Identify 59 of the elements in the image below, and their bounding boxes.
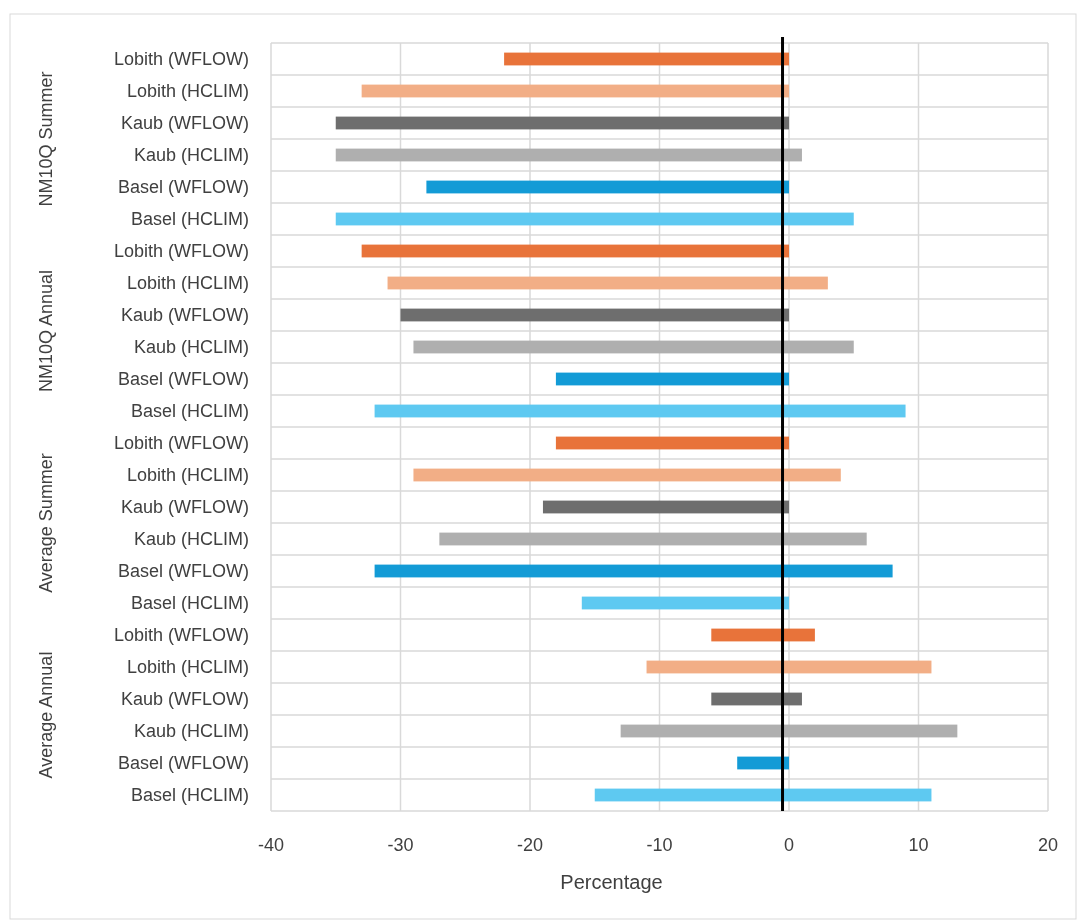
y-tick-label: Basel (WFLOW) (117, 177, 249, 198)
x-tick-label: -40 (257, 835, 285, 855)
bar (335, 116, 789, 130)
y-tick-label: Kaub (WFLOW) (120, 305, 249, 326)
bar (335, 148, 802, 162)
text: NM10Q Annual (36, 269, 57, 393)
x-tick-label: 0 (783, 835, 795, 855)
bar (581, 596, 789, 610)
bar (555, 436, 789, 450)
text: Average Annual (36, 651, 57, 779)
y-tick-label: Lobith (HCLIM) (126, 81, 249, 102)
y-tick-label: Kaub (HCLIM) (133, 529, 249, 550)
x-tick-label: -20 (516, 835, 544, 855)
bar (542, 500, 789, 514)
bar (711, 692, 802, 706)
y-tick-label: Basel (WFLOW) (117, 753, 249, 774)
x-tick-label: 10 (908, 835, 929, 855)
bar (400, 308, 789, 322)
bar (426, 180, 789, 194)
bar (646, 660, 932, 674)
y-tick-label: Kaub (WFLOW) (120, 113, 249, 134)
y-tick-label: Kaub (WFLOW) (120, 497, 249, 518)
bar (594, 788, 932, 802)
bar (711, 628, 815, 642)
bar (439, 532, 867, 546)
x-tick-label: 20 (1037, 835, 1059, 855)
y-tick-label: Basel (HCLIM) (130, 785, 249, 806)
bar (335, 212, 854, 226)
y-tick-label: Basel (HCLIM) (130, 401, 249, 422)
bar (413, 468, 841, 482)
bar (361, 244, 789, 258)
text: NM10Q Summer (36, 71, 57, 207)
bar (374, 404, 906, 418)
bar (374, 564, 893, 578)
y-tick-label: Kaub (HCLIM) (133, 145, 249, 166)
text: Average Summer (36, 453, 57, 593)
y-tick-label: Lobith (HCLIM) (126, 465, 249, 486)
y-tick-label: Kaub (HCLIM) (133, 721, 249, 742)
bar (387, 276, 828, 290)
bar (361, 84, 789, 98)
y-tick-label: Lobith (WFLOW) (113, 241, 249, 262)
bar (620, 724, 958, 738)
y-tick-label: Lobith (WFLOW) (113, 625, 249, 646)
y-tick-label: Basel (HCLIM) (130, 209, 249, 230)
y-tick-label: Basel (HCLIM) (130, 593, 249, 614)
y-tick-label: Lobith (HCLIM) (126, 657, 249, 678)
x-tick-label: -10 (646, 835, 673, 855)
bar (504, 52, 789, 66)
y-tick-label: Lobith (WFLOW) (113, 49, 249, 70)
x-tick-label: -30 (387, 835, 414, 855)
y-tick-label: Kaub (HCLIM) (133, 337, 249, 358)
y-tick-label: Lobith (WFLOW) (113, 433, 249, 454)
y-tick-label: Kaub (WFLOW) (120, 689, 249, 710)
y-tick-label: Basel (WFLOW) (117, 561, 249, 582)
bar (555, 372, 789, 386)
y-tick-label: Basel (WFLOW) (117, 369, 249, 390)
y-tick-label: Lobith (HCLIM) (126, 273, 249, 294)
bar (413, 340, 854, 354)
x-axis-title: Percentage (560, 871, 663, 893)
